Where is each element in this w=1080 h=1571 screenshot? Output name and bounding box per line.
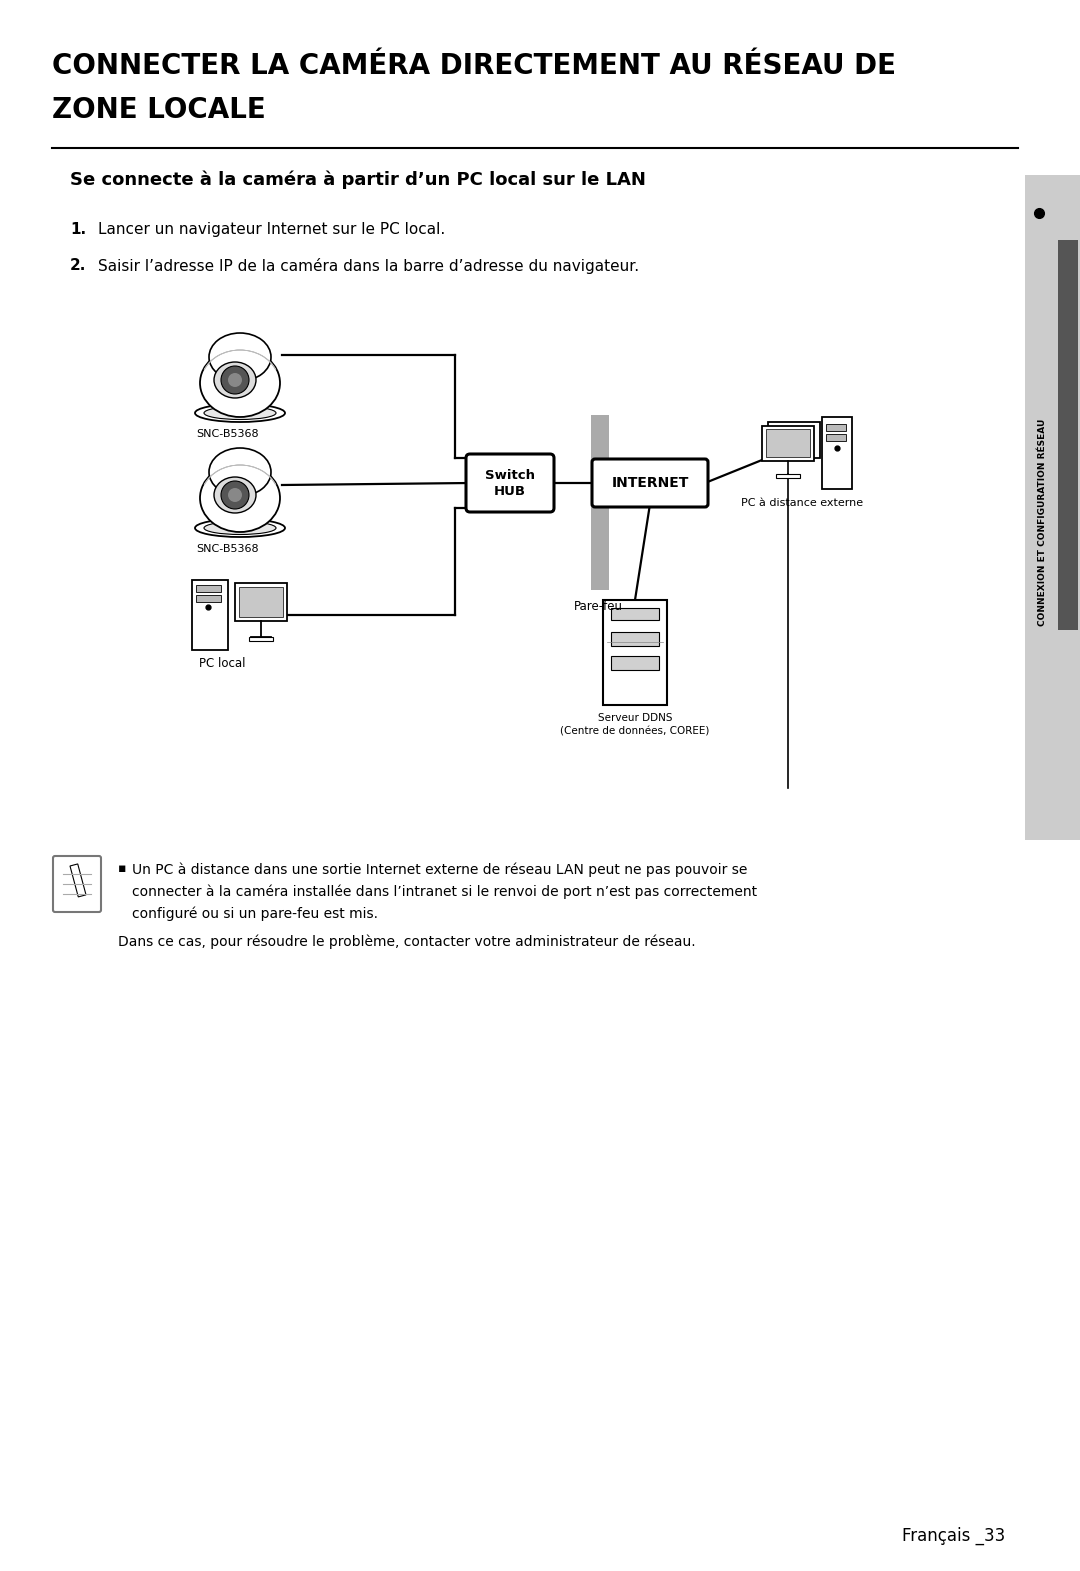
Ellipse shape bbox=[210, 333, 271, 382]
Text: 2.: 2. bbox=[70, 258, 86, 273]
Ellipse shape bbox=[210, 448, 271, 496]
Ellipse shape bbox=[195, 404, 285, 423]
Text: Serveur DDNS
(Centre de données, COREE): Serveur DDNS (Centre de données, COREE) bbox=[561, 713, 710, 737]
Bar bbox=[768, 423, 820, 459]
Bar bbox=[826, 434, 846, 441]
Text: PC à distance externe: PC à distance externe bbox=[741, 498, 863, 507]
Text: configuré ou si un pare-feu est mis.: configuré ou si un pare-feu est mis. bbox=[132, 906, 378, 921]
Text: Un PC à distance dans une sortie Internet externe de réseau LAN peut ne pas pouv: Un PC à distance dans une sortie Interne… bbox=[132, 862, 747, 877]
Bar bbox=[611, 608, 659, 621]
Text: INTERNET: INTERNET bbox=[611, 476, 689, 490]
FancyBboxPatch shape bbox=[592, 459, 708, 507]
Bar bbox=[195, 584, 221, 592]
Bar bbox=[192, 580, 228, 650]
Ellipse shape bbox=[214, 361, 256, 397]
Text: Lancer un navigateur Internet sur le PC local.: Lancer un navigateur Internet sur le PC … bbox=[98, 222, 445, 237]
Text: Français _33: Français _33 bbox=[902, 1527, 1005, 1544]
Text: Se connecte à la caméra à partir d’un PC local sur le LAN: Se connecte à la caméra à partir d’un PC… bbox=[70, 170, 646, 189]
Text: Switch
HUB: Switch HUB bbox=[485, 468, 535, 498]
Ellipse shape bbox=[200, 349, 280, 416]
Ellipse shape bbox=[204, 407, 276, 419]
Bar bbox=[611, 632, 659, 646]
Bar bbox=[822, 416, 852, 489]
Ellipse shape bbox=[200, 463, 280, 533]
Bar bbox=[777, 474, 800, 478]
Circle shape bbox=[228, 372, 242, 386]
Ellipse shape bbox=[195, 518, 285, 537]
Text: CONNECTER LA CAMÉRA DIRECTEMENT AU RÉSEAU DE: CONNECTER LA CAMÉRA DIRECTEMENT AU RÉSEA… bbox=[52, 52, 896, 80]
Ellipse shape bbox=[204, 522, 276, 534]
Bar bbox=[235, 583, 287, 621]
Bar bbox=[1025, 174, 1080, 840]
Text: 1.: 1. bbox=[70, 222, 86, 237]
Bar bbox=[1058, 240, 1078, 630]
FancyBboxPatch shape bbox=[53, 856, 102, 913]
Text: Dans ce cas, pour résoudre le problème, contacter votre administrateur de réseau: Dans ce cas, pour résoudre le problème, … bbox=[118, 935, 696, 949]
Bar bbox=[70, 864, 86, 897]
Bar bbox=[249, 636, 273, 641]
Text: ZONE LOCALE: ZONE LOCALE bbox=[52, 96, 266, 124]
Text: ▪: ▪ bbox=[118, 862, 131, 875]
Text: SNC-B5368: SNC-B5368 bbox=[197, 544, 259, 555]
Ellipse shape bbox=[214, 478, 256, 514]
Text: CONNEXION ET CONFIGURATION RÉSEAU: CONNEXION ET CONFIGURATION RÉSEAU bbox=[1038, 419, 1047, 627]
Text: SNC-B5368: SNC-B5368 bbox=[197, 429, 259, 438]
Text: PC local: PC local bbox=[199, 657, 245, 669]
Bar bbox=[603, 600, 667, 705]
Bar bbox=[591, 415, 609, 591]
Bar bbox=[239, 588, 283, 617]
Bar bbox=[611, 657, 659, 669]
Bar bbox=[762, 426, 814, 460]
Circle shape bbox=[228, 489, 242, 503]
Circle shape bbox=[221, 481, 249, 509]
Text: connecter à la caméra installée dans l’intranet si le renvoi de port n’est pas c: connecter à la caméra installée dans l’i… bbox=[132, 884, 757, 899]
Bar bbox=[766, 429, 810, 457]
Text: Pare-feu: Pare-feu bbox=[573, 600, 622, 613]
Bar bbox=[195, 595, 221, 602]
FancyBboxPatch shape bbox=[465, 454, 554, 512]
Circle shape bbox=[221, 366, 249, 394]
Bar bbox=[826, 424, 846, 430]
Text: Saisir l’adresse IP de la caméra dans la barre d’adresse du navigateur.: Saisir l’adresse IP de la caméra dans la… bbox=[98, 258, 639, 273]
